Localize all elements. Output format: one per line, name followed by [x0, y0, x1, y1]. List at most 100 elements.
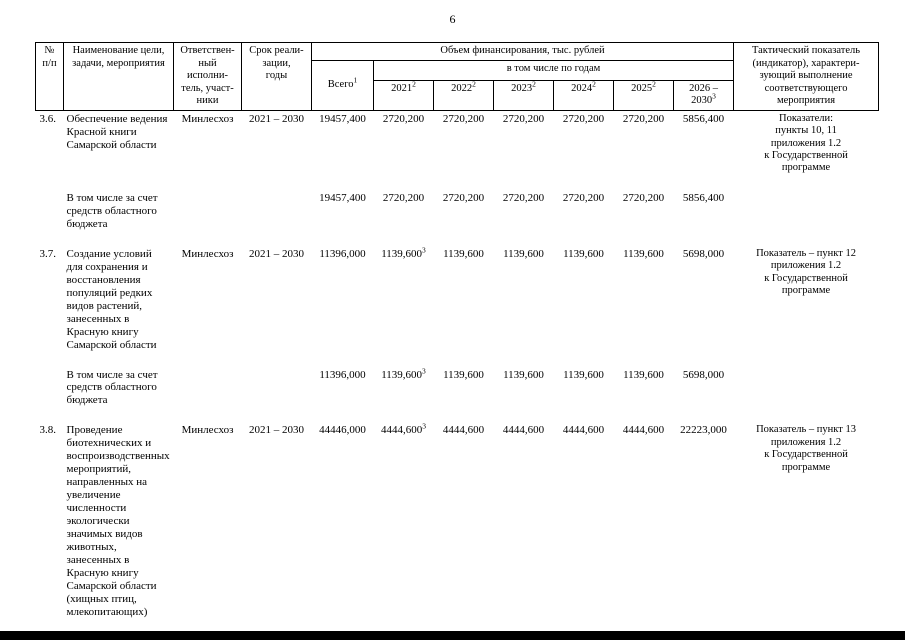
value-2022: 1139,600 [443, 247, 484, 260]
header-year-2021: 20212 [373, 79, 434, 111]
header-year-2023: 20232 [493, 79, 554, 111]
value-text: 2720,200 [382, 112, 425, 125]
value-2021: 2720,200 [374, 190, 434, 246]
value-total: 44446,000 [319, 424, 366, 437]
header-name: Наименование цели, задачи, мероприятия [63, 42, 174, 111]
year-footnote: 3 [712, 91, 716, 101]
value-text: 1139,600 [381, 368, 423, 381]
header-financing: Объем финансирования, тыс. рублей [310, 42, 735, 61]
executor: Минлесхоз [181, 247, 234, 260]
indicator [734, 367, 879, 423]
value-2023: 2720,200 [502, 112, 545, 125]
row-number: 3.7. [39, 247, 57, 260]
header-row-1: № п/п Наименование цели, задачи, меропри… [35, 42, 880, 111]
value-2021: 1139,6003 [374, 367, 434, 423]
executor [174, 190, 242, 246]
period: 2021 – 2030 [249, 247, 304, 260]
indicator: Показатель – пункт 12 приложения 1.2 к Г… [756, 247, 856, 296]
year-label: 2024 [571, 82, 593, 94]
value-2026-2030: 5856,400 [682, 191, 725, 204]
period [242, 367, 312, 423]
value-2024: 4444,600 [562, 424, 605, 437]
table-row-3-6-budget: В том числе за счет средств областного б… [36, 190, 879, 246]
header-period: Срок реали- зации, годы [241, 42, 312, 111]
header-year-2022: 20222 [433, 79, 494, 111]
value-2025: 1139,600 [623, 247, 664, 260]
value-2024: 2720,200 [562, 191, 605, 204]
header-year-2025: 20252 [613, 79, 674, 111]
row-number [36, 367, 64, 423]
value-2025: 1139,600 [623, 368, 664, 381]
executor: Минлесхоз [181, 112, 234, 125]
header-total-label: Всего [327, 78, 354, 90]
executor [174, 367, 242, 423]
year-footnote: 2 [412, 79, 416, 89]
period [242, 190, 312, 246]
value-2022: 2720,200 [442, 112, 485, 125]
value-footnote: 3 [422, 365, 426, 375]
value-total: 11396,000 [319, 368, 366, 381]
year-label: 2022 [451, 82, 473, 94]
period: 2021 – 2030 [249, 424, 304, 437]
year-footnote: 2 [652, 79, 656, 89]
year-label: 2021 [391, 82, 413, 94]
measure-name: Проведение биотехнических и воспроизводс… [66, 424, 170, 618]
year-footnote: 2 [532, 79, 536, 89]
value-total: 19457,400 [319, 191, 366, 204]
value-2023: 1139,600 [503, 247, 544, 260]
value-footnote: 3 [422, 245, 426, 255]
year-label: 2023 [511, 82, 533, 94]
year-footnote: 2 [472, 79, 476, 89]
row-number: 3.6. [39, 112, 57, 125]
value-2021: 4444,6003 [374, 422, 434, 634]
value-2022: 4444,600 [442, 424, 485, 437]
table-row-3-7-budget: В том числе за счет средств областного б… [36, 367, 879, 423]
value-text: 4444,600 [381, 424, 423, 437]
measure-name: Создание условий для сохранения и восста… [66, 247, 157, 351]
header-by-years: в том числе по годам [372, 59, 735, 81]
year-label: 2026 – 2030 [689, 82, 718, 107]
measure-name: В том числе за счет средств областного б… [66, 191, 158, 230]
indicator: Показатель – пункт 13 приложения 1.2 к Г… [756, 424, 856, 473]
financing-table: № п/п Наименование цели, задачи, меропри… [35, 42, 880, 640]
period: 2021 – 2030 [249, 112, 304, 125]
value-2024: 1139,600 [563, 368, 604, 381]
value-2025: 2720,200 [622, 112, 665, 125]
value-2026-2030: 5698,000 [682, 247, 725, 260]
header-indicator: Тактический показатель (индикатор), хара… [733, 42, 880, 111]
value-2024: 1139,600 [563, 247, 604, 260]
header-row-3: 20212 20222 20232 20242 20252 2026 – 203… [36, 79, 879, 111]
executor: Минлесхоз [181, 424, 234, 437]
value-2025: 4444,600 [622, 424, 665, 437]
scan-edge-artifact [0, 631, 905, 640]
value-2026-2030: 22223,000 [680, 424, 727, 437]
table-header: № п/п Наименование цели, задачи, меропри… [35, 42, 880, 111]
value-2023: 4444,600 [502, 424, 545, 437]
row-number [36, 190, 64, 246]
header-year-2026-2030: 2026 – 20303 [672, 79, 735, 111]
row-number: 3.8. [39, 424, 57, 437]
value-2026-2030: 5856,400 [682, 112, 725, 125]
value-2024: 2720,200 [562, 112, 605, 125]
value-total: 19457,400 [319, 112, 366, 125]
header-year-2024: 20242 [553, 79, 614, 111]
value-2022: 1139,600 [443, 368, 484, 381]
year-label: 2025 [631, 82, 653, 94]
header-row-2: Всего1 в том числе по годам [36, 59, 879, 111]
value-2021: 2720,200 [374, 110, 434, 189]
header-num: № п/п [35, 42, 64, 111]
indicator [734, 190, 879, 246]
value-text: 2720,200 [382, 191, 425, 204]
value-2023: 1139,600 [503, 368, 544, 381]
header-total: Всего1 [311, 59, 374, 111]
value-footnote: 3 [422, 421, 426, 431]
value-2022: 2720,200 [442, 191, 485, 204]
measure-name: В том числе за счет средств областного б… [66, 368, 158, 407]
header-executor: Ответствен- ный исполни- тель, участ- ни… [173, 42, 242, 111]
value-total: 11396,000 [319, 247, 366, 260]
page-number: 6 [449, 12, 456, 26]
value-2026-2030: 5698,000 [682, 368, 725, 381]
table-row-3-6: 3.6. Обеспечение ведения Красной книги С… [36, 110, 879, 189]
table-body: 3.6. Обеспечение ведения Красной книги С… [36, 110, 879, 640]
value-2025: 2720,200 [622, 191, 665, 204]
